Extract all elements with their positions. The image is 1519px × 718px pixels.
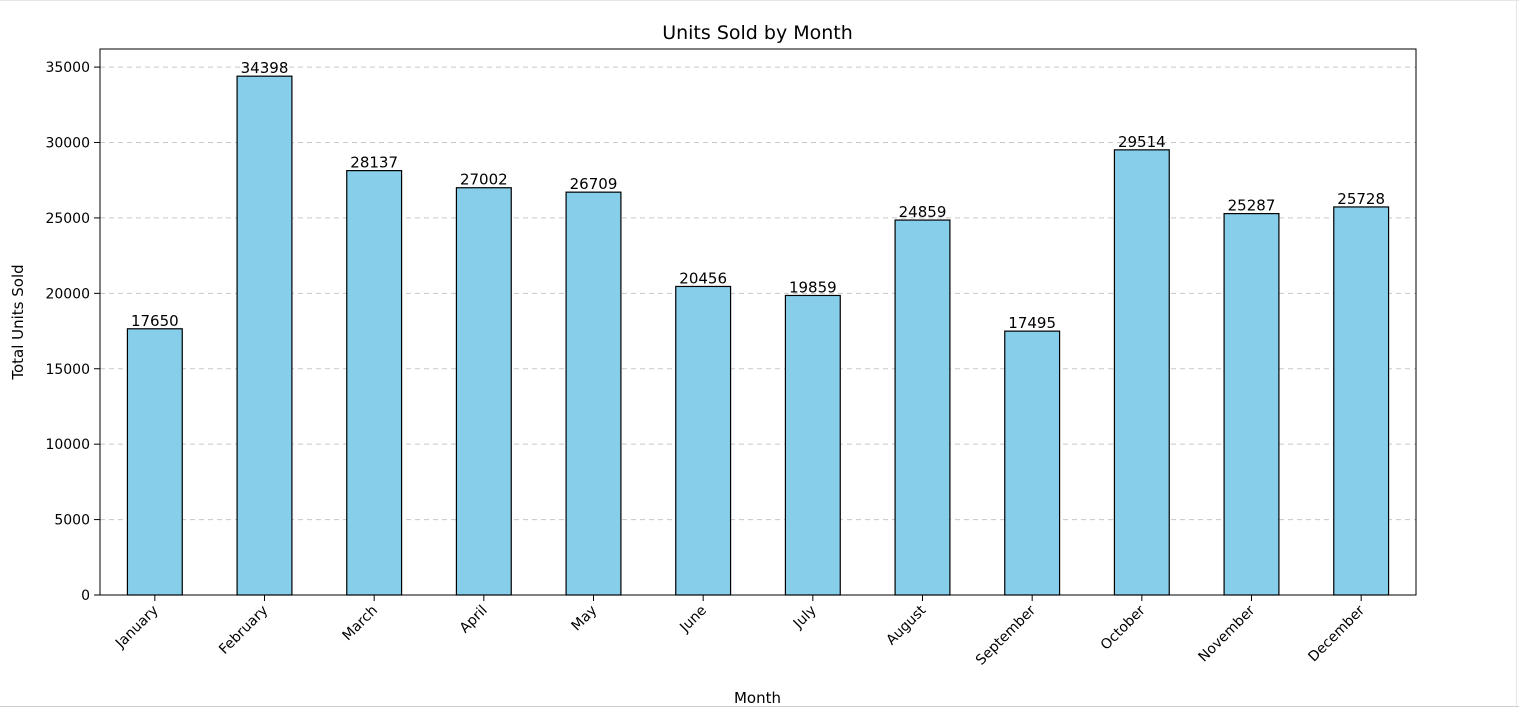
bar-value-label: 24859: [899, 203, 947, 221]
right-border: [1516, 0, 1517, 707]
bar-july: [784, 294, 841, 596]
y-tick-label: 35000: [45, 60, 90, 76]
x-tick-label: May: [569, 603, 601, 635]
x-tick-label: August: [883, 602, 929, 648]
y-axis-ticks: 0 5000 10000 15000 20000 25000 30000 35000: [45, 60, 100, 604]
top-border: [0, 0, 1519, 1]
bars: [126, 75, 1390, 596]
y-tick-label: 5000: [54, 513, 90, 529]
y-tick-label: 25000: [45, 211, 90, 227]
bar-value-label: 25287: [1228, 197, 1276, 215]
data-labels: 17650 34398 28137 27002 26709 20456 19859 24859…: [131, 59, 1385, 332]
bar-april: [455, 187, 512, 596]
bar-value-label: 29514: [1118, 133, 1166, 151]
x-tick-label: November: [1196, 602, 1259, 665]
bar-value-label: 17650: [131, 312, 179, 330]
bar-march: [346, 170, 403, 596]
bar-value-label: 20456: [679, 269, 727, 287]
y-tick-label: 15000: [45, 362, 90, 378]
x-axis-label: Month: [734, 689, 781, 707]
bar-may: [565, 191, 622, 596]
y-tick-label: 30000: [45, 136, 90, 152]
bar-value-label: 34398: [241, 59, 289, 77]
x-axis-ticks: January February March April May June July Augu…: [112, 595, 1368, 669]
bar-value-label: 27002: [460, 171, 508, 189]
x-tick-label: June: [676, 603, 710, 637]
chart-title: Units Sold by Month: [662, 22, 853, 44]
x-tick-label: March: [339, 603, 380, 644]
x-tick-label: December: [1305, 602, 1368, 665]
bar-value-label: 25728: [1337, 190, 1385, 208]
bar-january: [126, 328, 183, 596]
bar-september: [1004, 330, 1061, 596]
x-tick-label: October: [1098, 602, 1149, 653]
plot-frame: [99, 48, 1417, 596]
grid-lines: [100, 66, 1416, 521]
bar-june: [675, 285, 732, 596]
bar-december: [1333, 206, 1390, 596]
y-tick-label: 0: [81, 588, 90, 604]
x-tick-label: April: [457, 603, 491, 637]
y-tick-label: 10000: [45, 437, 90, 453]
x-tick-label: February: [216, 603, 271, 658]
x-tick-label: July: [790, 603, 820, 633]
bar-august: [894, 219, 951, 596]
bar-value-label: 17495: [1008, 314, 1056, 332]
x-tick-label: September: [973, 602, 1039, 668]
bottom-border: [0, 706, 1519, 707]
bar-october: [1113, 149, 1170, 596]
x-tick-label: January: [112, 603, 162, 653]
bar-february: [236, 75, 293, 596]
y-tick-label: 20000: [45, 286, 90, 302]
bar-value-label: 26709: [570, 175, 618, 193]
bar-november: [1223, 212, 1280, 596]
bar-value-label: 19859: [789, 278, 837, 296]
bar-value-label: 28137: [350, 154, 398, 172]
y-axis-label: Total Units Sold: [9, 264, 27, 380]
